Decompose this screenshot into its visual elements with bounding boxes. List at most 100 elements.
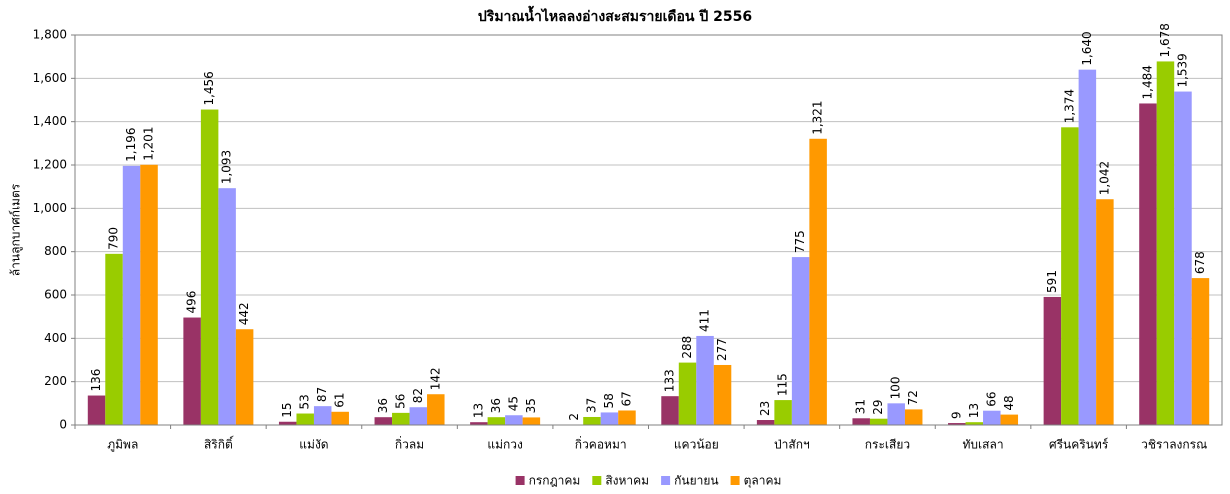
value-label: 13	[471, 403, 485, 418]
legend-swatch	[592, 476, 602, 485]
bar	[427, 394, 445, 425]
bar	[200, 109, 219, 426]
bar	[87, 395, 106, 425]
x-tick-label: ทับเสลา	[963, 438, 1004, 452]
value-label: 67	[619, 391, 633, 406]
y-tick-label: 0	[59, 418, 67, 432]
bar	[487, 417, 506, 425]
bar	[774, 400, 792, 425]
value-label: 1,321	[811, 100, 825, 134]
x-tick-label: ป่าสักฯ	[774, 438, 810, 452]
bar	[904, 409, 923, 425]
value-label: 1,539	[1175, 53, 1189, 87]
value-label: 1,678	[1158, 23, 1172, 57]
bar	[661, 396, 679, 425]
value-label: 45	[506, 396, 520, 411]
legend-swatch	[730, 476, 740, 485]
value-label: 37	[584, 398, 598, 413]
value-label: 72	[906, 390, 920, 405]
bar	[756, 420, 775, 425]
bar	[583, 416, 601, 425]
value-label: 136	[89, 369, 103, 392]
y-tick-label: 1,400	[33, 114, 67, 128]
x-tick-label: ศรีนครินทร์	[1049, 438, 1109, 452]
x-tick-label: กิ่วคอหมา	[575, 436, 627, 452]
bar	[105, 253, 123, 425]
x-tick-label: สิริกิติ์	[204, 436, 235, 452]
bar	[331, 411, 349, 425]
bar	[791, 257, 810, 425]
x-tick-label: แม่งัด	[299, 438, 328, 452]
bar	[852, 418, 870, 425]
value-label: 1,201	[142, 126, 156, 160]
value-label: 100	[889, 376, 903, 399]
bar	[1061, 127, 1079, 426]
x-tick-label: แควน้อย	[674, 438, 719, 452]
bar	[1096, 199, 1114, 425]
value-label: 142	[428, 367, 442, 390]
bar	[887, 403, 905, 425]
bar	[218, 188, 236, 425]
bar	[600, 412, 619, 425]
value-label: 133	[663, 369, 677, 392]
value-label: 496	[185, 291, 199, 314]
legend-label: สิงหาคม	[605, 474, 649, 488]
y-tick-label: 1,800	[33, 28, 67, 42]
legend-label: กรกฎาคม	[529, 474, 581, 488]
value-label: 29	[871, 399, 885, 414]
value-label: 591	[1045, 270, 1059, 293]
value-label: 66	[984, 391, 998, 406]
x-tick-label: วชิราลงกรณ	[1141, 438, 1207, 452]
bar	[948, 423, 966, 425]
value-label: 56	[393, 394, 407, 409]
bar	[1156, 61, 1175, 425]
bar	[505, 415, 523, 425]
value-label: 36	[489, 398, 503, 413]
y-axis-label: ล้านลูกบาศก์เมตร	[9, 183, 24, 276]
value-label: 277	[715, 338, 729, 361]
bar	[1043, 296, 1062, 425]
bar	[696, 335, 714, 425]
bar	[470, 422, 488, 425]
bar	[522, 417, 541, 425]
y-tick-label: 600	[44, 288, 67, 302]
value-label: 58	[602, 393, 616, 408]
x-tick-label: กระเสียว	[865, 438, 910, 452]
value-label: 82	[411, 388, 425, 403]
value-label: 48	[1002, 395, 1016, 410]
y-tick-label: 1,000	[33, 201, 67, 215]
bar	[392, 412, 410, 425]
bar	[140, 164, 158, 426]
bar	[278, 421, 297, 425]
bar	[869, 418, 888, 425]
bar	[296, 413, 314, 425]
bar	[678, 362, 697, 425]
value-label: 442	[237, 302, 251, 325]
value-label: 23	[758, 401, 772, 416]
bar	[1078, 69, 1097, 426]
value-label: 31	[854, 399, 868, 414]
value-label: 1,456	[202, 71, 216, 105]
bar	[183, 317, 201, 425]
bar	[983, 410, 1001, 425]
y-tick-label: 400	[44, 331, 67, 345]
bar	[374, 417, 393, 425]
value-label: 1,640	[1080, 31, 1094, 65]
bar	[313, 406, 332, 425]
y-tick-label: 1,200	[33, 158, 67, 172]
value-label: 1,042	[1097, 161, 1111, 195]
value-label: 678	[1193, 251, 1207, 274]
value-label: 53	[298, 394, 312, 409]
y-tick-label: 800	[44, 244, 67, 258]
value-label: 1,374	[1062, 89, 1076, 123]
value-label: 411	[698, 309, 712, 332]
value-label: 15	[280, 402, 294, 417]
value-label: 13	[967, 403, 981, 418]
x-tick-label: กิ่วลม	[395, 436, 424, 452]
value-label: 2	[567, 413, 581, 421]
value-label: 1,484	[1140, 65, 1154, 99]
value-label: 61	[333, 393, 347, 408]
legend-label: ตุลาคม	[744, 474, 782, 489]
value-label: 115	[776, 373, 790, 396]
